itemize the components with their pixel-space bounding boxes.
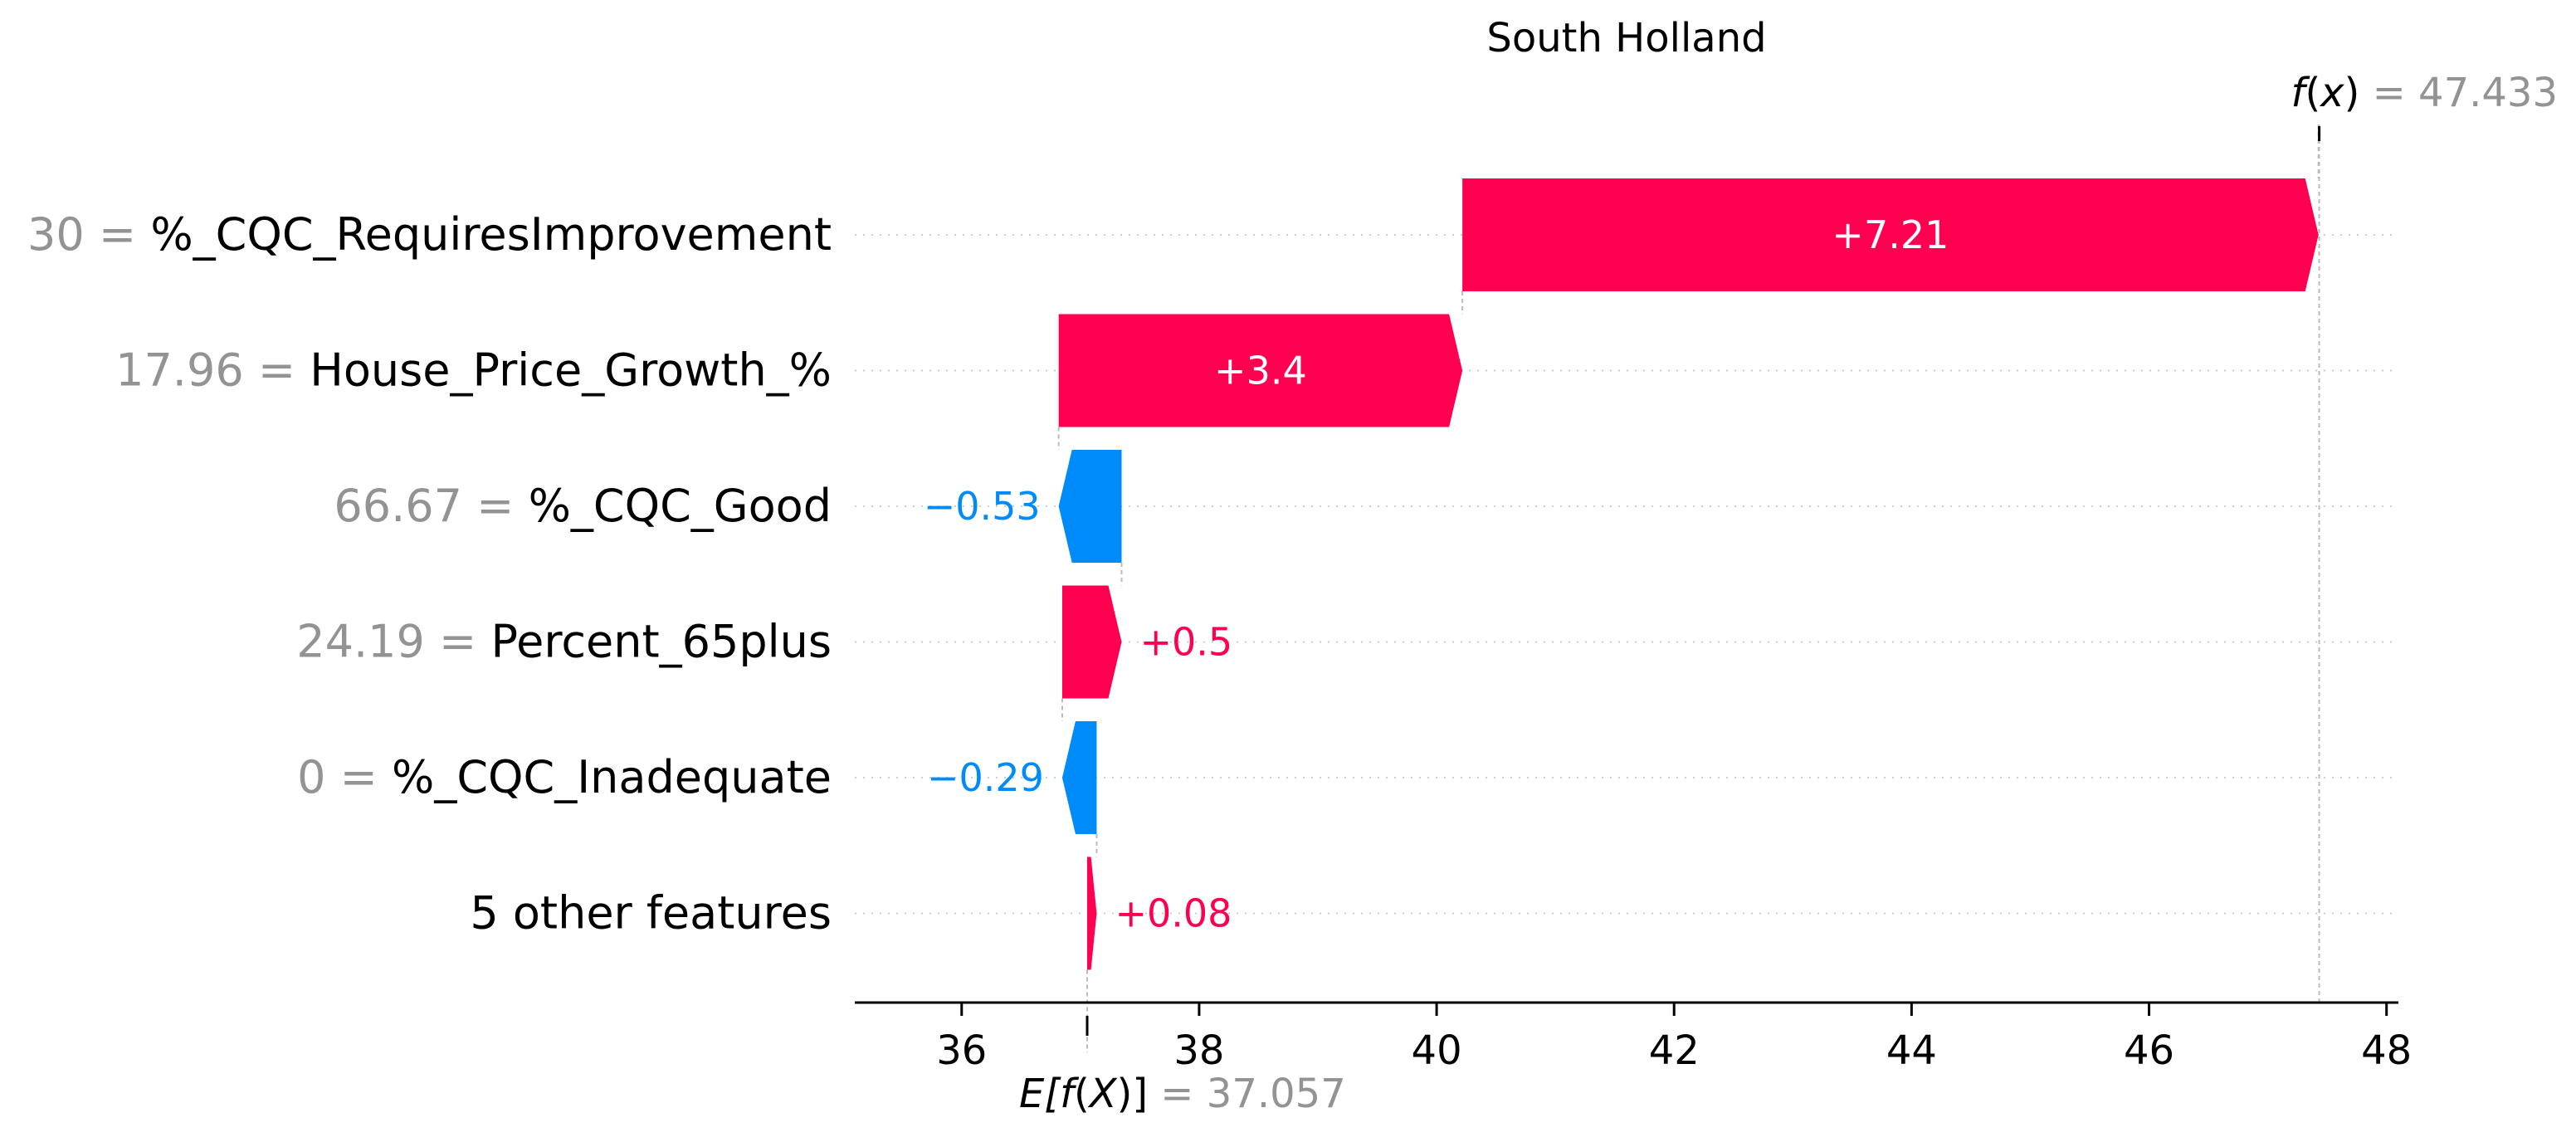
bar-value-label: +3.4 <box>1214 349 1307 393</box>
bar-value-label: +0.5 <box>1139 620 1232 665</box>
feature-name: %_CQC_RequiresImprovement <box>150 208 832 261</box>
feature-label: 17.96 = House_Price_Growth_% <box>115 344 832 397</box>
feature-equals: = <box>244 344 310 397</box>
feature-equals: = <box>85 208 151 261</box>
x-tick-label: 40 <box>1412 1027 1462 1074</box>
bar-value-label: +0.08 <box>1115 891 1232 936</box>
feature-name: Percent_65plus <box>490 616 832 668</box>
feature-value: 24.19 <box>296 616 425 668</box>
positive-contribution-bar <box>1462 178 2319 291</box>
positive-contribution-bar <box>1058 314 1463 427</box>
output-arg: x <box>2319 70 2344 116</box>
feature-name: 5 other features <box>470 887 832 939</box>
chart-title: South Holland <box>1486 15 1766 61</box>
base-close: )] <box>1117 1071 1148 1117</box>
x-tick-label: 44 <box>1886 1027 1937 1074</box>
feature-name: %_CQC_Inadequate <box>392 751 832 803</box>
positive-contribution-bar <box>1061 585 1122 699</box>
output-value-label: f(x) = 47.433 <box>2291 70 2558 116</box>
output-value: 47.433 <box>2418 70 2558 116</box>
base-prefix: E[ <box>1019 1071 1061 1117</box>
feature-name: %_CQC_Good <box>529 480 832 532</box>
feature-label: 66.67 = %_CQC_Good <box>334 480 832 532</box>
feature-value: 30 <box>27 208 85 261</box>
guide-lines <box>1057 124 2321 1052</box>
feature-label: 30 = %_CQC_RequiresImprovement <box>27 208 832 261</box>
feature-value: 66.67 <box>334 480 462 532</box>
feature-label: 24.19 = Percent_65plus <box>296 616 832 668</box>
feature-label: 5 other features <box>470 887 832 939</box>
feature-label: 0 = %_CQC_Inadequate <box>297 751 832 803</box>
x-tick-label: 36 <box>936 1027 987 1074</box>
feature-labels: 30 = %_CQC_RequiresImprovement 17.96 = Ho… <box>27 208 832 939</box>
output-eq: = <box>2359 70 2418 116</box>
negative-contribution-bar <box>1058 450 1122 563</box>
bar-value-label: −0.53 <box>924 484 1041 529</box>
feature-equals: = <box>462 480 529 532</box>
bar-value-label: −0.29 <box>927 755 1044 800</box>
x-axis: 36 38 40 42 44 46 48 <box>855 1001 2412 1074</box>
bar-value-label: +7.21 <box>1832 212 1949 257</box>
base-arg: X <box>1087 1071 1118 1117</box>
feature-value: 17.96 <box>115 344 244 397</box>
base-value-label: E[f(X)] = 37.057 <box>1019 1071 1346 1117</box>
bars: +7.21 +3.4 −0.53 +0.5 −0.29 +0.08 <box>924 178 2319 970</box>
positive-contribution-bar <box>1087 856 1097 970</box>
base-open: ( <box>1074 1071 1090 1117</box>
negative-contribution-bar <box>1061 721 1097 834</box>
feature-value: 0 <box>297 751 325 803</box>
x-tick-label: 46 <box>2124 1027 2174 1074</box>
base-value: 37.057 <box>1207 1071 1346 1117</box>
output-close: ) <box>2344 70 2360 116</box>
x-tick-label: 48 <box>2361 1027 2412 1074</box>
feature-name: House_Price_Growth_% <box>310 344 832 397</box>
feature-equals: = <box>325 751 392 803</box>
base-eq: = <box>1148 1071 1207 1117</box>
x-tick-label: 38 <box>1173 1027 1224 1074</box>
output-open: ( <box>2305 70 2320 116</box>
x-tick-label: 42 <box>1649 1027 1700 1074</box>
feature-equals: = <box>425 616 491 668</box>
